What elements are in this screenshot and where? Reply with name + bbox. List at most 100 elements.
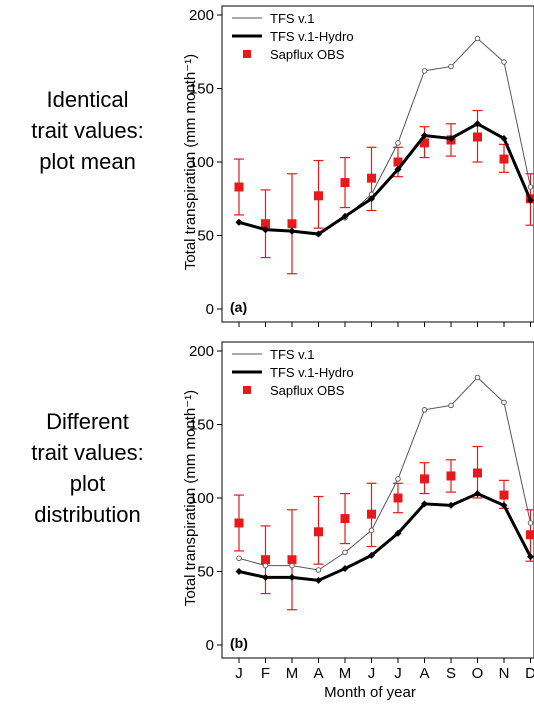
data-point [421,500,428,508]
data-point [262,226,269,234]
series-tfs-v1 [236,35,534,237]
y-tick-label: 50 [197,564,214,581]
panel-a-side-label: Identical trait values: plot mean [0,84,175,177]
data-point [315,576,322,584]
data-point [421,68,428,74]
data-point [421,407,428,413]
panel-tag: (b) [230,635,248,651]
data-point [448,402,454,409]
legend-label: Sapflux OBS [270,47,345,62]
data-point [446,471,456,481]
x-tick-label: A [419,665,429,682]
data-point [340,514,350,524]
x-tick-label: J [235,665,243,682]
data-point [395,476,401,482]
data-point [288,227,296,235]
plot-frame [221,341,534,659]
data-point [393,493,403,503]
data-point [500,134,508,142]
data-point [474,490,481,498]
x-tick-label: F [261,665,270,682]
data-point [314,527,323,537]
series-sapflux-obs [234,445,534,611]
series-line [238,376,531,571]
side-label-line: Different [46,409,129,434]
panel-b-side-label: Different trait values: plot distributio… [0,406,175,530]
y-tick-label: 150 [189,417,214,434]
data-point [262,562,269,569]
legend: TFS v.1 TFS v.1-Hydro Sapflux OBS [232,347,354,398]
legend-label: TFS v.1-Hydro [270,365,354,380]
y-axis-label: Total transpiration (mm month⁻¹) [182,54,199,270]
data-point [501,399,507,406]
y-tick-label: 200 [189,7,214,24]
data-point [527,184,534,190]
data-point [526,530,534,540]
x-axis-label: Month of year [324,684,416,701]
data-point [236,555,242,562]
data-point [287,219,297,229]
legend-label: TFS v.1 [270,11,315,26]
y-tick-label: 0 [206,301,214,318]
series-tfs-v1-hydro [235,120,534,238]
y-tick-label: 100 [189,154,214,171]
data-point [315,230,322,238]
x-tick-label: D [525,665,534,682]
x-tick-label: M [286,665,299,682]
data-point [473,132,482,142]
data-point [474,120,481,128]
data-point [500,501,508,509]
y-tick-label: 150 [189,81,214,98]
data-point [234,518,244,528]
x-tick-label: J [394,665,402,682]
series-line [238,122,532,236]
data-point [474,374,481,381]
data-point [501,59,507,65]
legend-label: TFS v.1-Hydro [270,29,354,44]
data-point [473,468,482,478]
data-point [340,178,350,188]
x-tick-label: J [368,665,376,682]
data-point [367,509,376,519]
data-point [234,182,244,192]
series-tfs-v1-hydro [235,490,534,584]
data-point [368,551,375,559]
data-point [474,35,481,42]
data-point [261,219,270,229]
series-line [238,491,532,582]
data-point [314,191,323,201]
series-tfs-v1 [236,374,534,573]
legend: TFS v.1 TFS v.1-Hydro Sapflux OBS [232,11,354,62]
data-point [394,529,402,537]
legend-label: Sapflux OBS [270,383,345,398]
data-point [315,567,322,573]
side-label-line: plot [69,471,106,496]
plot-frame [221,5,534,323]
data-point [394,165,402,173]
series-line [238,37,531,235]
data-point [368,527,375,534]
side-label-line: distribution [34,502,141,527]
data-point [499,490,509,500]
data-point [368,195,375,203]
side-label-line: trait values: [31,440,144,465]
x-tick-label: M [339,665,352,682]
data-point [235,568,243,575]
data-point [342,549,348,556]
panel-tag: (a) [230,299,247,315]
legend-swatch [243,386,251,394]
x-tick-label: S [446,665,456,682]
y-tick-label: 200 [189,343,214,360]
data-point [288,573,296,581]
x-tick-label: N [499,665,510,682]
data-point [527,553,534,561]
data-point [395,140,401,146]
x-tick-label: A [313,665,323,682]
x-tick-label: O [472,665,484,682]
y-tick-label: 0 [206,637,214,654]
y-tick-label: 50 [197,228,214,245]
y-tick-label: 100 [189,490,214,507]
side-label-line: Identical [46,87,129,112]
